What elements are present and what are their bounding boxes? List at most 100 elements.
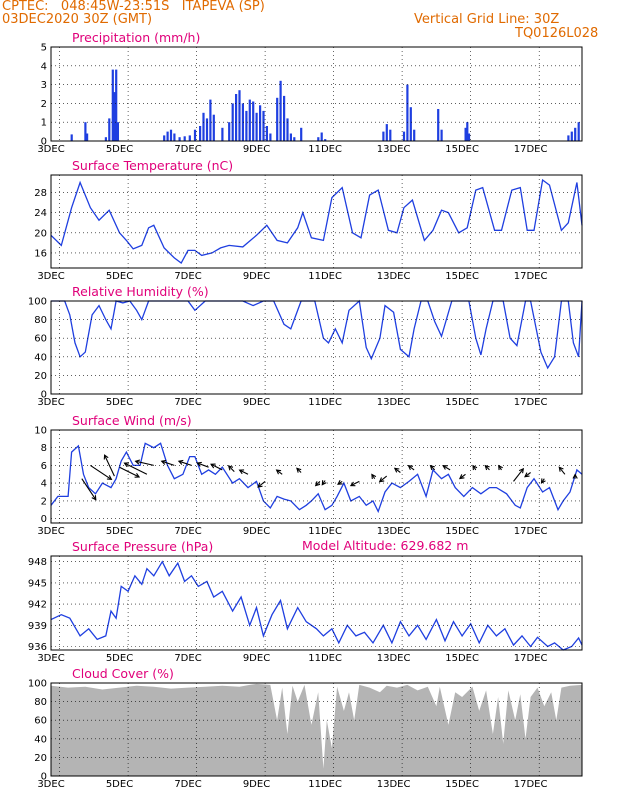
precip-bar — [283, 95, 286, 141]
wind-arrow-shaft — [379, 475, 388, 483]
x-tick-label: 9DEC — [243, 397, 270, 408]
y-tick-label: 945 — [28, 578, 47, 589]
y-tick-label: 2 — [41, 496, 47, 507]
wind-arrow-shaft — [81, 478, 97, 501]
precip-bar — [276, 97, 279, 141]
wind-arrow — [123, 462, 148, 475]
wind-arrowhead — [210, 463, 216, 469]
wind-arrowhead — [238, 469, 245, 475]
wind-arrowhead — [540, 478, 546, 484]
wind-arrow-shaft — [119, 466, 140, 478]
wind-arrow — [393, 467, 401, 473]
precip-bar — [116, 122, 119, 141]
y-tick-label: 80 — [34, 697, 47, 708]
precip-bar — [199, 126, 202, 141]
x-tick-label: 11DEC — [308, 144, 342, 155]
y-tick-label: 40 — [34, 352, 47, 363]
x-tick-label: 5DEC — [106, 271, 133, 282]
wind-arrowhead — [275, 469, 282, 475]
wind-arrowhead — [572, 473, 578, 479]
wind-arrow-shaft — [239, 469, 249, 475]
x-tick-label: 11DEC — [308, 779, 342, 790]
wind-arrow-shaft — [90, 464, 112, 480]
precip-bar — [437, 109, 440, 141]
wind-arrow — [371, 473, 377, 480]
wind-arrow-shaft — [210, 463, 223, 471]
precip-bar — [108, 118, 111, 141]
pressure-series-line — [50, 560, 583, 651]
precip-bar — [265, 126, 268, 141]
x-tick-label: 17DEC — [514, 144, 548, 155]
model-altitude: Model Altitude: 629.682 m — [302, 538, 468, 553]
wind-arrow — [227, 465, 235, 472]
y-tick-label: 40 — [34, 734, 47, 745]
wind-arrowhead — [337, 479, 343, 485]
wind-arrow — [134, 459, 154, 466]
precip-bar — [577, 122, 580, 141]
y-tick-label: 4 — [41, 479, 47, 490]
panel-pressure: 936 939 942 945 948 3DEC 5DEC 7DEC 9DEC 11DEC 13DE… — [28, 539, 583, 664]
y-tick-label: 948 — [28, 557, 47, 568]
wind-arrow-shaft — [135, 460, 154, 466]
wind-arrow — [160, 459, 175, 466]
precip-bar — [183, 136, 186, 141]
wind-arrowhead — [134, 472, 141, 478]
x-tick-label: 11DEC — [308, 397, 342, 408]
wind-arrowhead — [349, 481, 356, 487]
y-tick-label: 60 — [34, 716, 47, 727]
y-tick-label: 80 — [34, 315, 47, 326]
y-tick-label: 8 — [41, 443, 47, 454]
wind-arrow — [177, 459, 192, 466]
panel-temp: 16 20 24 28 3DEC 5DEC 7DEC 9DEC 11DEC 13DEC 15DEC 1… — [34, 158, 583, 282]
x-tick-label: 3DEC — [37, 397, 64, 408]
x-tick-label: 11DEC — [308, 271, 342, 282]
x-tick-label: 17DEC — [514, 271, 548, 282]
panel-title: Relative Humidity (%) — [72, 284, 209, 299]
wind-arrow-shaft — [276, 469, 283, 475]
precip-bar — [567, 135, 570, 141]
x-tick-label: 15DEC — [445, 397, 479, 408]
precip-bar — [205, 118, 209, 141]
precip-bar — [245, 110, 248, 141]
plot-frame — [50, 682, 583, 777]
x-tick-label: 11DEC — [308, 526, 342, 537]
y-tick-label: 100 — [28, 297, 47, 308]
precip-bar — [212, 114, 215, 141]
wind-arrow-shaft — [408, 465, 415, 471]
wind-arrow-shaft — [161, 460, 175, 466]
precip-bar — [402, 131, 406, 141]
y-tick-label: 5 — [41, 43, 47, 54]
x-tick-label: 15DEC — [445, 144, 479, 155]
wind-arrow — [429, 464, 436, 471]
x-tick-label: 15DEC — [445, 779, 479, 790]
wind-arrowhead — [498, 464, 503, 471]
wind-arrowhead — [91, 495, 97, 501]
precip-bar — [178, 137, 181, 141]
precip-bar — [413, 129, 416, 141]
x-tick-label: 5DEC — [106, 397, 133, 408]
precip-bar — [252, 101, 255, 141]
header-code: TQ0126L028 — [515, 26, 599, 41]
x-tick-label: 13DEC — [377, 397, 411, 408]
precip-bar — [235, 94, 238, 141]
precip-bar — [238, 90, 241, 141]
x-tick-label: 7DEC — [174, 653, 201, 664]
header-grid-line: Vertical Grid Line: 30Z — [414, 12, 560, 27]
y-tick-label: 6 — [41, 461, 47, 472]
y-tick-label: 20 — [34, 753, 47, 764]
wind-arrowhead — [429, 464, 435, 471]
x-tick-label: 17DEC — [514, 526, 548, 537]
precip-bar — [406, 84, 409, 141]
wind-arrowhead — [484, 464, 490, 471]
precip-bar — [574, 127, 577, 141]
precip-bar — [279, 80, 282, 141]
x-tick-label: 5DEC — [106, 526, 133, 537]
x-tick-label: 3DEC — [37, 271, 64, 282]
x-tick-label: 13DEC — [377, 526, 411, 537]
header-location: CPTEC: 048:45W-23:51S ITAPEVA (SP) — [2, 0, 265, 14]
x-tick-label: 15DEC — [445, 526, 479, 537]
y-tick-label: 10 — [34, 426, 47, 437]
y-tick-label: 24 — [34, 208, 47, 219]
x-tick-label: 11DEC — [308, 653, 342, 664]
precip-bar — [86, 133, 89, 141]
